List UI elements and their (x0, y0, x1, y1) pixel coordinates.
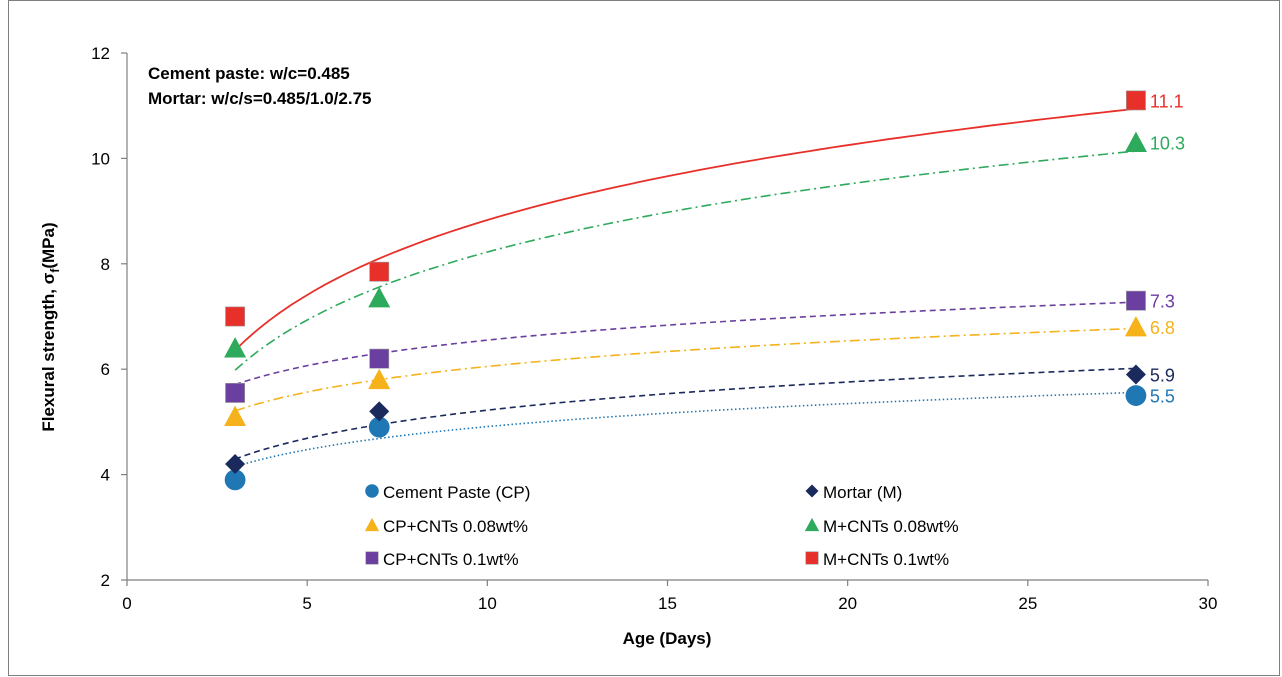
point-series-0 (368, 416, 390, 438)
point-series-0 (224, 469, 246, 491)
legend-marker-2 (364, 517, 380, 532)
point-series-4 (225, 383, 246, 403)
point-series-2 (368, 368, 391, 390)
point-series-0 (1125, 385, 1147, 406)
data-points (224, 90, 1147, 491)
annotation-cement-paste: Cement paste: w/c=0.485 (148, 64, 350, 83)
legend-label-4: CP+CNTs 0.1wt% (383, 550, 519, 569)
data-label-series-0: 5.5 (1150, 387, 1175, 407)
point-series-4 (369, 348, 390, 369)
legend-label-1: Mortar (M) (823, 483, 902, 502)
x-tick-label: 10 (478, 594, 497, 613)
point-series-3 (368, 287, 391, 308)
trendline-series-1 (234, 367, 1136, 460)
y-tick-label: 2 (101, 571, 110, 590)
data-label-series-3: 10.3 (1150, 134, 1185, 154)
trendline-series-3 (234, 150, 1136, 371)
chart-frame (8, 0, 1280, 676)
legend-marker-3 (804, 517, 820, 532)
x-tick-label: 30 (1199, 594, 1218, 613)
legend-marker-4 (365, 551, 379, 565)
trendline-series-4 (234, 301, 1136, 386)
trendline-series-2 (234, 327, 1136, 412)
y-tick-label: 4 (101, 466, 110, 485)
point-series-3 (224, 337, 247, 358)
x-axis-title: Age (Days) (623, 629, 712, 648)
point-series-5 (1126, 90, 1146, 111)
legend-label-3: M+CNTs 0.08wt% (823, 517, 959, 536)
y-tick-label: 8 (101, 255, 110, 274)
trendline-series-0 (234, 391, 1136, 468)
x-tick-label: 15 (658, 594, 677, 613)
x-tick-label: 25 (1018, 594, 1037, 613)
legend-label-0: Cement Paste (CP) (383, 483, 530, 502)
trendline-series-5 (234, 107, 1136, 351)
legend-marker-1 (805, 484, 819, 498)
point-series-2 (1124, 316, 1147, 337)
y-tick-label: 12 (91, 44, 110, 63)
axes (121, 52, 1209, 586)
data-label-series-4: 7.3 (1150, 292, 1175, 312)
y-axis-title-subscript: f (48, 268, 62, 273)
y-axis-title-main: Flexural strength, σ (39, 272, 58, 431)
x-tick-label: 5 (302, 594, 311, 613)
legend: Cement Paste (CP) Mortar (M) CP+CNTs 0.08w… (364, 483, 959, 569)
data-label-series-1: 5.9 (1150, 365, 1175, 385)
point-series-5 (225, 306, 246, 327)
annotations: Cement paste: w/c=0.485 Mortar: w/c/s=0.… (148, 64, 372, 108)
y-axis-title: Flexural strength, σf(MPa) (39, 222, 62, 431)
point-series-1 (1125, 364, 1146, 385)
annotation-mortar: Mortar: w/c/s=0.485/1.0/2.75 (148, 89, 372, 108)
point-series-4 (1126, 290, 1146, 311)
tick-labels: 0 5 10 15 20 25 30 2 4 6 8 10 12 (91, 44, 1217, 613)
y-tick-label: 6 (101, 360, 110, 379)
data-labels: 5.55.9 6.8 10.3 7.3 11.1 (1150, 91, 1185, 406)
point-series-1 (369, 401, 390, 422)
point-series-3 (1124, 131, 1147, 152)
point-series-1 (225, 454, 246, 475)
legend-label-5: M+CNTs 0.1wt% (823, 550, 949, 569)
legend-marker-5 (805, 551, 819, 565)
point-series-5 (369, 261, 390, 282)
point-series-2 (224, 405, 247, 426)
y-tick-label: 10 (91, 149, 110, 168)
trendline-layer (234, 107, 1136, 468)
legend-label-2: CP+CNTs 0.08wt% (383, 517, 528, 536)
x-tick-label: 0 (122, 594, 131, 613)
y-axis-title-unit: (MPa) (39, 222, 58, 268)
legend-marker-0 (365, 484, 379, 498)
x-tick-label: 20 (838, 594, 857, 613)
data-label-series-5: 11.1 (1150, 91, 1184, 111)
data-label-series-2: 6.8 (1150, 318, 1175, 338)
